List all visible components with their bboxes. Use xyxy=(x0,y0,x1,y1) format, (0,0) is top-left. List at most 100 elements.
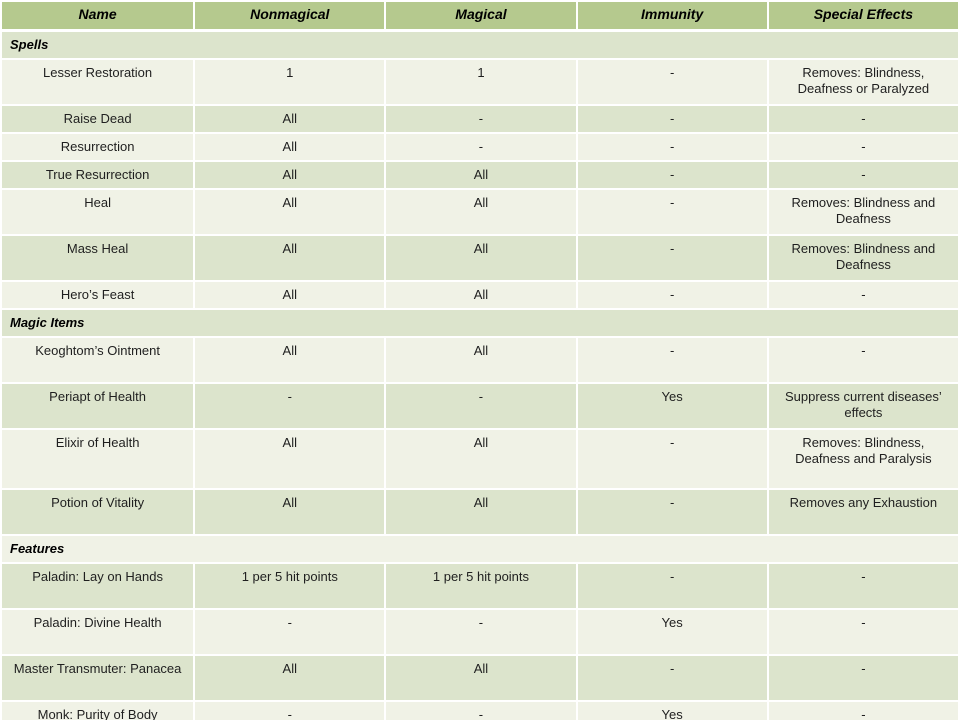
cell-name: Monk: Purity of Body xyxy=(37,707,158,720)
column-header-name: Name xyxy=(78,6,117,22)
cell-nonmagical: All xyxy=(193,338,384,382)
cell-name: Hero’s Feast xyxy=(60,287,135,302)
cell-name: Paladin: Divine Health xyxy=(33,615,162,630)
column-header-special-effects: Special Effects xyxy=(766,2,958,29)
table-header-row: Name Nonmagical Magical Immunity Special… xyxy=(2,0,958,30)
cell-nonmagical: All xyxy=(193,162,384,188)
cell-nonmagical: - xyxy=(193,610,384,654)
cell-immunity: - xyxy=(575,236,767,280)
cell-nonmagical: All xyxy=(193,656,384,700)
table-row: True Resurrection All All - - xyxy=(2,160,958,188)
cell-special-effects: - xyxy=(766,564,958,608)
cell-name: Paladin: Lay on Hands xyxy=(32,569,163,584)
table-row: Raise Dead All - - - xyxy=(2,104,958,132)
cell-name: Resurrection xyxy=(60,139,135,154)
table-row: Heal All All - Removes: Blindness and Deafne… xyxy=(2,188,958,234)
table-row: Monk: Purity of Body - - Yes - xyxy=(2,700,958,720)
cell-immunity: - xyxy=(575,134,767,160)
cell-special-effects: - xyxy=(766,134,958,160)
cell-magical: - xyxy=(384,384,575,428)
table-row: Paladin: Lay on Hands 1 per 5 hit points 1… xyxy=(2,562,958,608)
cell-special-effects: - xyxy=(766,338,958,382)
cell-special-effects: Removes: Blindness and Deafness xyxy=(766,190,958,234)
cell-special-effects: Removes any Exhaustion xyxy=(766,490,958,534)
column-header-magical: Magical xyxy=(384,2,575,29)
cell-nonmagical: All xyxy=(193,190,384,234)
cell-special-effects: - xyxy=(766,106,958,132)
section-label: Features xyxy=(10,541,65,556)
section-row-spells: Spells xyxy=(2,30,958,58)
column-header-immunity: Immunity xyxy=(575,2,767,29)
section-label: Spells xyxy=(10,37,49,52)
cell-nonmagical: - xyxy=(193,384,384,428)
section-row-magic-items: Magic Items xyxy=(2,308,958,336)
cell-special-effects: - xyxy=(766,282,958,308)
cell-special-effects: Suppress current diseases’ effects xyxy=(766,384,958,428)
table-body: Spells Lesser Restoration 1 1- Removes: Blin… xyxy=(2,30,958,720)
cell-nonmagical: 1 xyxy=(193,60,384,104)
cell-name: Heal xyxy=(84,195,111,210)
cell-magical: All xyxy=(384,236,575,280)
cell-name: Keoghtom’s Ointment xyxy=(35,343,160,358)
cell-immunity: - xyxy=(575,190,767,234)
cell-magical: All xyxy=(384,338,575,382)
cell-special-effects: - xyxy=(766,610,958,654)
cell-nonmagical: All xyxy=(193,282,384,308)
cell-name: Master Transmuter: Panacea xyxy=(13,661,182,676)
cell-nonmagical: All xyxy=(193,134,384,160)
cell-nonmagical: - xyxy=(193,702,384,720)
cell-immunity: - xyxy=(575,490,767,534)
section-row-features: Features xyxy=(2,534,958,562)
table-row: Keoghtom’s Ointment All All - - xyxy=(2,336,958,382)
table-row: Resurrection All - - - xyxy=(2,132,958,160)
cell-immunity: - xyxy=(575,282,767,308)
cell-name: True Resurrection xyxy=(45,167,150,182)
table-row: Master Transmuter: Panacea All All - - xyxy=(2,654,958,700)
cell-magical: 1 xyxy=(384,60,575,104)
cell-name: Periapt of Health xyxy=(49,389,147,404)
table-row: Elixir of Health All All - Removes: Blindnes… xyxy=(2,428,958,488)
cell-immunity: Yes xyxy=(575,610,767,654)
cell-name: Raise Dead xyxy=(63,111,132,126)
cell-immunity: - xyxy=(575,564,767,608)
cell-name: Potion of Vitality xyxy=(51,495,145,510)
cell-name: Lesser Restoration xyxy=(43,65,153,80)
cell-special-effects: Removes: Blindness, Deafness and Paralys… xyxy=(766,430,958,488)
table-row: Potion of Vitality All All - Removes any Exh… xyxy=(2,488,958,534)
cell-magical: - xyxy=(384,134,575,160)
cell-immunity: - xyxy=(575,60,767,104)
column-header-nonmagical: Nonmagical xyxy=(193,2,384,29)
cell-magical: 1 per 5 hit points xyxy=(384,564,575,608)
cell-nonmagical: All xyxy=(193,236,384,280)
cell-nonmagical: 1 per 5 hit points xyxy=(193,564,384,608)
cell-special-effects: - xyxy=(766,656,958,700)
table-row: Hero’s Feast All All - - xyxy=(2,280,958,308)
cell-special-effects: Removes: Blindness, Deafness or Paralyze… xyxy=(766,60,958,104)
cell-magical: All xyxy=(384,656,575,700)
cell-immunity: - xyxy=(575,338,767,382)
cell-immunity: - xyxy=(575,430,767,488)
cell-name: Mass Heal xyxy=(66,241,129,256)
cell-special-effects: Removes: Blindness and Deafness xyxy=(766,236,958,280)
cell-immunity: Yes xyxy=(575,384,767,428)
cell-magical: All xyxy=(384,190,575,234)
cell-immunity: - xyxy=(575,106,767,132)
cell-magical: All xyxy=(384,490,575,534)
cell-name: Elixir of Health xyxy=(55,435,140,450)
cell-magical: All xyxy=(384,430,575,488)
section-label: Magic Items xyxy=(10,315,85,330)
cell-special-effects: - xyxy=(766,162,958,188)
table-row: Periapt of Health - - Yes Suppress current d… xyxy=(2,382,958,428)
cell-magical: All xyxy=(384,282,575,308)
cell-nonmagical: All xyxy=(193,106,384,132)
cell-immunity: - xyxy=(575,656,767,700)
cell-immunity: Yes xyxy=(575,702,767,720)
cell-nonmagical: All xyxy=(193,430,384,488)
table-row: Paladin: Divine Health - - Yes - xyxy=(2,608,958,654)
cell-special-effects: - xyxy=(766,702,958,720)
cell-magical: All xyxy=(384,162,575,188)
cell-magical: - xyxy=(384,610,575,654)
cell-magical: - xyxy=(384,106,575,132)
table-row: Mass Heal All All - Removes: Blindness and D… xyxy=(2,234,958,280)
